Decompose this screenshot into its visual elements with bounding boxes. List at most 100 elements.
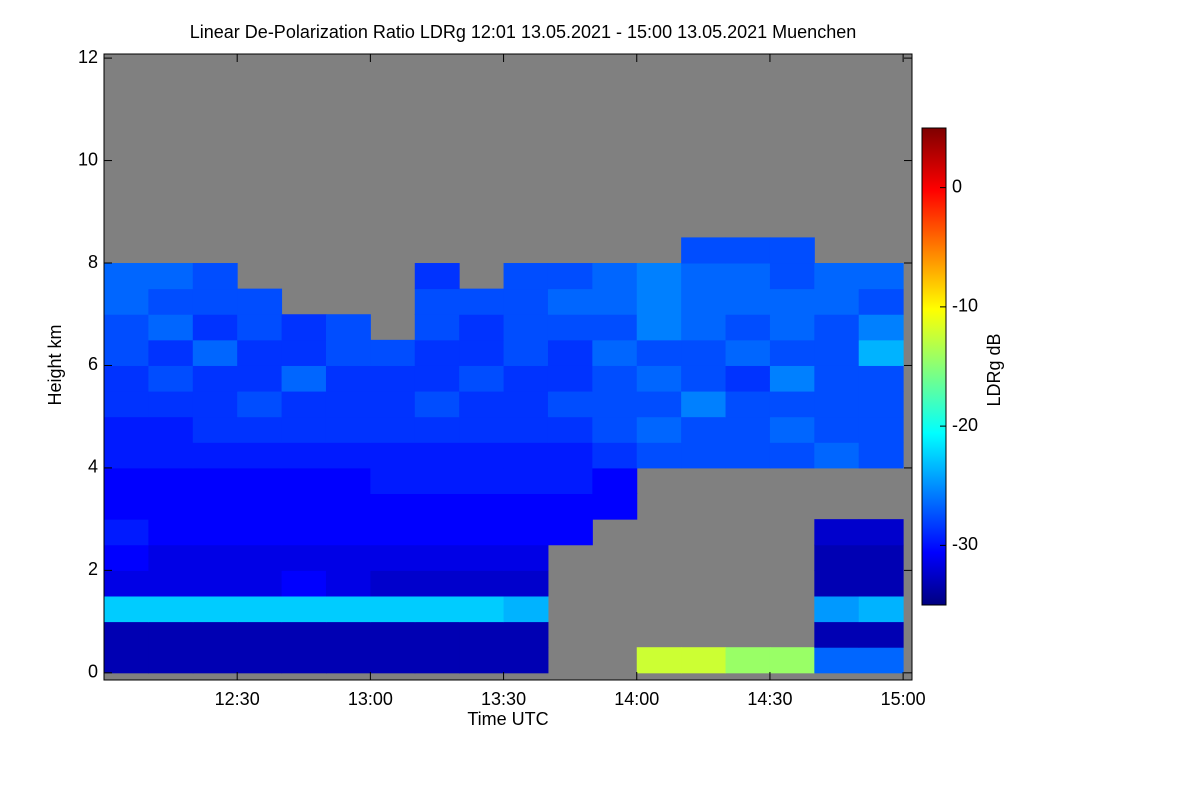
heatmap-cell (769, 365, 815, 392)
y-tick-label: 0 (88, 662, 98, 682)
heatmap-cell (858, 365, 904, 392)
heatmap-cell (814, 288, 860, 315)
y-tick-label: 4 (88, 457, 98, 477)
heatmap-cell (104, 442, 149, 469)
heatmap-cell (503, 314, 549, 341)
heatmap-cell (459, 339, 505, 366)
heatmap-cell (370, 416, 416, 443)
x-tick-label: 13:30 (481, 689, 526, 709)
heatmap-cell (325, 493, 371, 520)
heatmap-cell (325, 467, 371, 495)
heatmap-cell (104, 621, 149, 648)
heatmap-cell (370, 339, 416, 366)
heatmap-cell (592, 493, 638, 520)
y-tick-label: 6 (88, 354, 98, 374)
heatmap-cell (148, 365, 194, 392)
heatmap-cell (192, 544, 238, 571)
heatmap-cell (237, 621, 283, 648)
heatmap-cell (858, 570, 904, 597)
heatmap-cell (414, 647, 460, 674)
heatmap-cell (104, 263, 149, 290)
heatmap-cell (370, 595, 416, 623)
heatmap-cell (237, 595, 283, 623)
heatmap-cell (148, 621, 194, 648)
heatmap-cell (325, 570, 371, 597)
heatmap-cell (858, 288, 904, 315)
heatmap-cell (858, 647, 904, 674)
heatmap-cell (459, 442, 505, 469)
heatmap-cell (192, 519, 238, 546)
heatmap-cell (104, 544, 149, 571)
heatmap-cell (858, 519, 904, 546)
heatmap-cell (325, 339, 371, 366)
heatmap-cell (681, 237, 727, 264)
heatmap-cell (459, 544, 505, 571)
heatmap-cell (325, 314, 371, 341)
heatmap-cell (281, 647, 327, 674)
heatmap-cell (503, 544, 549, 571)
heatmap-cell (148, 647, 194, 674)
heatmap-cell (281, 467, 327, 495)
heatmap-cell (814, 570, 860, 597)
heatmap-cell (503, 442, 549, 469)
heatmap-cell (414, 365, 460, 392)
heatmap-cell (325, 391, 371, 418)
heatmap-cell (681, 647, 727, 674)
heatmap-cell (325, 519, 371, 546)
heatmap-cell (681, 442, 727, 469)
heatmap-cell (148, 467, 194, 495)
colorbar (921, 127, 947, 606)
heatmap-cell (725, 365, 771, 392)
heatmap-cell (547, 288, 593, 315)
heatmap-cell (370, 519, 416, 546)
plot-frame (103, 53, 913, 681)
colorbar-label: LDRg dB (984, 333, 1004, 406)
heatmap-cell (414, 544, 460, 571)
heatmap-cell (237, 391, 283, 418)
heatmap-cell (547, 519, 593, 546)
heatmap-cell (148, 595, 194, 623)
heatmap-cell (192, 263, 238, 290)
heatmap-cell (281, 391, 327, 418)
heatmap-cell (681, 263, 727, 290)
heatmap-cell (814, 544, 860, 571)
heatmap-cell (769, 442, 815, 469)
heatmap-cell (281, 621, 327, 648)
heatmap-cell (370, 647, 416, 674)
heatmap-cell (281, 314, 327, 341)
heatmap-cell (459, 416, 505, 443)
heatmap-cell (192, 314, 238, 341)
heatmap-cell (636, 647, 682, 674)
heatmap-cell (325, 442, 371, 469)
heatmap-cell (192, 391, 238, 418)
y-tick-label: 10 (78, 149, 98, 169)
heatmap-cell (592, 263, 638, 290)
heatmap-cell (414, 467, 460, 495)
heatmap-cell (814, 621, 860, 648)
heatmap-cell (769, 263, 815, 290)
heatmap-cell (858, 314, 904, 341)
heatmap-cell (237, 544, 283, 571)
y-axis-label: Height km (45, 324, 65, 405)
heatmap-cell (281, 339, 327, 366)
heatmap-cell (104, 570, 149, 597)
heatmap-cell (459, 570, 505, 597)
heatmap-cell (592, 288, 638, 315)
heatmap-cell (459, 621, 505, 648)
x-tick-label: 13:00 (348, 689, 393, 709)
heatmap-cell (636, 339, 682, 366)
heatmap-cell (503, 416, 549, 443)
heatmap-cell (858, 263, 904, 290)
heatmap-cell (370, 621, 416, 648)
heatmap-cell (681, 314, 727, 341)
heatmap-cell (237, 288, 283, 315)
x-tick-label: 12:30 (215, 689, 260, 709)
heatmap-cell (148, 442, 194, 469)
heatmap-cell (104, 288, 149, 315)
heatmap-cell (725, 442, 771, 469)
heatmap-cell (547, 339, 593, 366)
heatmap-cell (325, 647, 371, 674)
heatmap-cell (237, 519, 283, 546)
heatmap-cell (148, 544, 194, 571)
x-tick-label: 14:30 (747, 689, 792, 709)
